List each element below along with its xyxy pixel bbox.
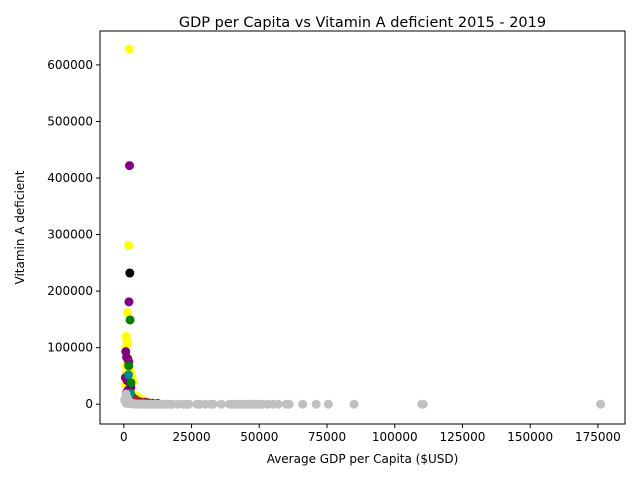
data-point-gray xyxy=(284,399,294,409)
x-tick-label: 125000 xyxy=(440,430,486,444)
data-point-gray xyxy=(216,399,226,409)
data-point-gray xyxy=(311,399,321,409)
y-tick-label: 600000 xyxy=(47,58,93,72)
data-points xyxy=(120,44,606,409)
data-point-green xyxy=(126,378,136,388)
data-point-gray xyxy=(596,399,606,409)
y-tick-label: 200000 xyxy=(47,284,93,298)
data-point-gray xyxy=(126,398,136,408)
x-tick-label: 0 xyxy=(120,430,128,444)
x-axis-ticks: 0 25000 50000 75000 100000 125000 150000 175000 xyxy=(120,424,621,444)
data-point-gray xyxy=(121,389,131,399)
data-point-black xyxy=(125,268,135,278)
y-tick-label: 0 xyxy=(85,397,93,411)
data-point-yellow xyxy=(122,308,132,318)
x-tick-label: 100000 xyxy=(372,430,418,444)
data-point-gray xyxy=(208,399,218,409)
x-axis-title: Average GDP per Capita ($USD) xyxy=(267,452,459,466)
data-point-gray xyxy=(273,399,283,409)
data-point-gray xyxy=(418,399,428,409)
y-tick-label: 300000 xyxy=(47,228,93,242)
data-point-teal xyxy=(123,370,133,380)
data-point-gray xyxy=(323,399,333,409)
x-tick-label: 50000 xyxy=(240,430,278,444)
data-point-gray xyxy=(184,399,194,409)
data-point-purple xyxy=(125,161,135,171)
data-point-gray xyxy=(349,399,359,409)
plot-frame xyxy=(99,30,626,425)
data-point-yellow xyxy=(124,240,134,250)
chart-title: GDP per Capita vs Vitamin A deficient 20… xyxy=(179,15,546,31)
y-tick-label: 400000 xyxy=(47,171,93,185)
x-tick-label: 150000 xyxy=(507,430,553,444)
data-point-green xyxy=(125,315,135,325)
y-axis-title: Vitamin A deficient xyxy=(13,170,27,284)
y-tick-label: 100000 xyxy=(47,341,93,355)
x-tick-label: 25000 xyxy=(172,430,210,444)
x-tick-label: 75000 xyxy=(308,430,346,444)
y-axis-ticks: 0 100000 200000 300000 400000 500000 600000 xyxy=(47,58,100,411)
data-point-green xyxy=(124,361,134,371)
y-tick-label: 500000 xyxy=(47,114,93,128)
data-point-purple xyxy=(124,297,134,307)
data-point-yellow xyxy=(124,44,134,54)
data-point-gray xyxy=(298,399,308,409)
x-tick-label: 175000 xyxy=(575,430,621,444)
